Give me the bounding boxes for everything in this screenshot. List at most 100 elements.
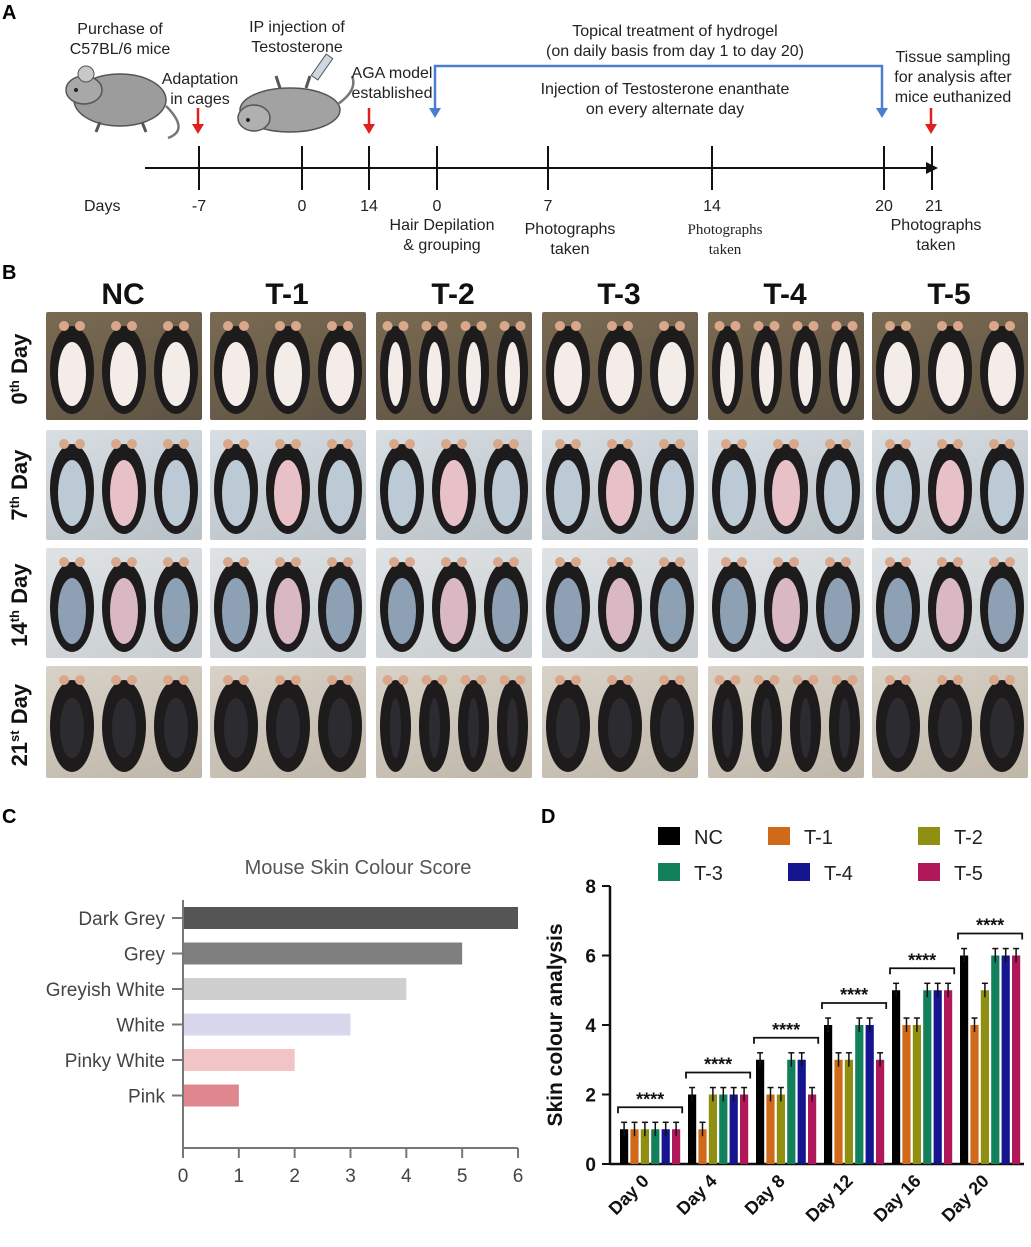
mouse-photo [708, 312, 864, 420]
column-header-t3: T-3 [597, 278, 641, 311]
timeline-graphics [65, 53, 938, 190]
mouse-photo [872, 312, 1028, 420]
legend-swatch [658, 863, 680, 881]
y-axis-label: Skin colour analysis [544, 923, 567, 1126]
category-label: Grey [124, 945, 166, 966]
column-header-t1: T-1 [265, 278, 309, 311]
x-tick-label: 0 [178, 1166, 189, 1187]
significance-label: **** [908, 950, 936, 970]
column-header-nc: NC [101, 278, 145, 311]
mouse-illustration-1 [65, 65, 180, 140]
label-photos-21: Photographs taken [890, 217, 982, 254]
bar [912, 1025, 921, 1164]
y-tick-label: 2 [585, 1086, 596, 1107]
bar [698, 1129, 707, 1164]
legend-label: T-1 [804, 827, 833, 849]
mouse-photo [376, 548, 532, 658]
bar [183, 1084, 239, 1107]
mouse-illustration-2 [237, 53, 355, 133]
label-injection: Injection of Testosterone enanthate on e… [540, 81, 790, 118]
x-tick-label: 3 [345, 1166, 356, 1187]
label-ip-injection: IP injection of Testosterone [249, 19, 345, 56]
bar [620, 1129, 629, 1164]
legend-swatch [918, 863, 940, 881]
significance-label: **** [976, 916, 1004, 936]
mouse-photo [542, 548, 698, 658]
x-tick-label: 5 [457, 1166, 468, 1187]
significance-label: **** [636, 1089, 664, 1109]
bar [892, 990, 901, 1164]
bar [719, 1094, 728, 1164]
bar [766, 1094, 775, 1164]
bar [756, 1059, 765, 1164]
tick-label: 14 [360, 198, 378, 215]
bar [876, 1059, 885, 1164]
bar [776, 1094, 785, 1164]
tick-label: 7 [543, 198, 553, 215]
column-header-t2: T-2 [431, 278, 475, 311]
mouse-photo [542, 312, 698, 420]
bar [970, 1025, 979, 1164]
tick-label: 0 [432, 198, 442, 215]
y-tick-label: 0 [585, 1155, 596, 1176]
label-purchase: Purchase of C57BL/6 mice [69, 21, 171, 58]
label-aga-model: AGA model established [351, 65, 433, 102]
x-tick-label: Day 12 [802, 1171, 857, 1226]
x-tick-label: Day 0 [605, 1171, 653, 1219]
bar [740, 1094, 749, 1164]
x-tick-label: 4 [401, 1166, 412, 1187]
panel-d-letter: D [541, 806, 556, 828]
panel-b-letter: B [2, 262, 17, 284]
bar [787, 1059, 796, 1164]
legend-label: NC [694, 827, 723, 849]
bar [797, 1059, 806, 1164]
photo-grid [46, 312, 1028, 778]
mouse-photo [210, 666, 366, 778]
bar [729, 1094, 738, 1164]
mouse-photo [872, 430, 1028, 540]
mouse-photo [708, 548, 864, 658]
chart-c-title: Mouse Skin Colour Score [245, 857, 472, 879]
y-tick-label: 8 [585, 877, 596, 898]
bar [640, 1129, 649, 1164]
significance-bracket [617, 1106, 684, 1114]
x-tick-label: 6 [513, 1166, 524, 1187]
mouse-photo [708, 430, 864, 540]
legend-label: T-4 [824, 863, 853, 885]
bar [844, 1059, 853, 1164]
y-tick-label: 6 [585, 947, 596, 968]
bar [708, 1094, 717, 1164]
bar [661, 1129, 670, 1164]
bar [834, 1059, 843, 1164]
bar [1012, 955, 1021, 1164]
label-topical-treatment: Topical treatment of hydrogel (on daily … [546, 23, 804, 60]
panel-a-letter: A [2, 2, 17, 24]
mouse-photo [46, 312, 202, 420]
mouse-photo [46, 430, 202, 540]
significance-bracket [753, 1036, 820, 1044]
significance-bracket [685, 1071, 752, 1079]
mouse-photo [376, 666, 532, 778]
label-photos-7: Photographs taken [524, 221, 616, 258]
mouse-photo [872, 548, 1028, 658]
bar [944, 990, 953, 1164]
bar [960, 955, 969, 1164]
label-adaptation: Adaptation in cages [161, 71, 239, 108]
mouse-photo [210, 548, 366, 658]
legend-swatch [768, 827, 790, 845]
mouse-photo [542, 430, 698, 540]
mouse-photo [872, 666, 1028, 778]
significance-label: **** [772, 1020, 800, 1040]
bar [923, 990, 932, 1164]
label-photos-14: Photographs taken [687, 222, 763, 258]
bar [630, 1129, 639, 1164]
bar [865, 1025, 874, 1164]
bar [902, 1025, 911, 1164]
mouse-photo [542, 666, 698, 778]
tick-label: 21 [925, 198, 943, 215]
bar [980, 990, 989, 1164]
category-label: Greyish White [46, 980, 165, 1001]
label-depilation: Hair Depilation & grouping [389, 217, 495, 254]
panel-c-letter: C [2, 806, 17, 828]
tick-label: -7 [191, 198, 207, 215]
